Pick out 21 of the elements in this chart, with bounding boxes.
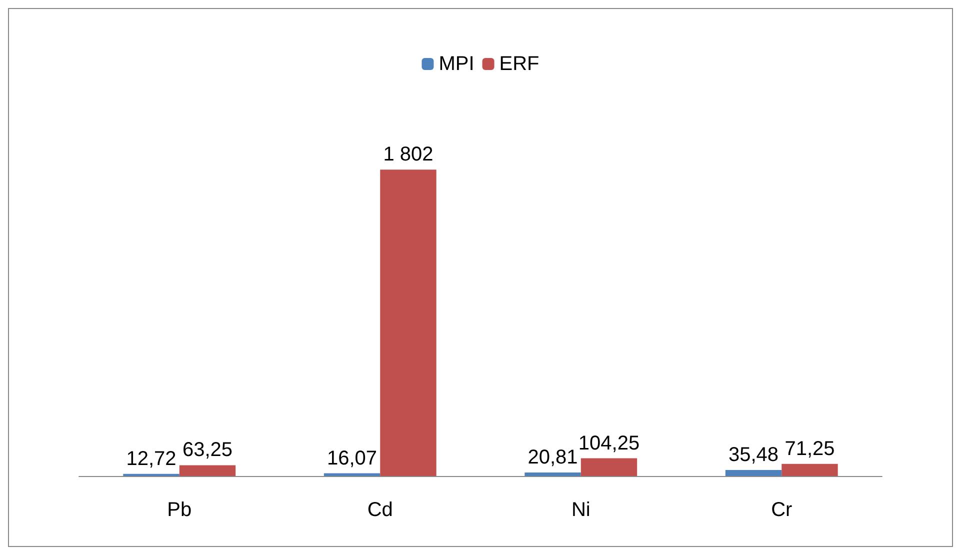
bar (179, 465, 236, 476)
data-label: 63,25 (182, 439, 233, 462)
x-tick-label: Pb (167, 499, 192, 521)
bar (725, 470, 782, 476)
x-tick-label: Cr (771, 499, 793, 521)
x-tick-label: Ni (571, 499, 590, 521)
x-tick-label: Cd (367, 499, 393, 521)
bar (524, 472, 581, 476)
data-label: 35,48 (728, 444, 779, 466)
bar (580, 458, 638, 476)
bar (380, 170, 436, 476)
data-label: 104,25 (578, 432, 640, 454)
bar (782, 464, 838, 476)
legend-label: MPI (438, 53, 474, 75)
data-label: 1 802 (383, 144, 434, 166)
bar (324, 473, 380, 476)
data-label: 20,81 (528, 446, 578, 468)
data-label: 12,72 (126, 448, 176, 470)
data-label: 71,25 (784, 438, 835, 460)
legend-label: ERF (499, 53, 540, 75)
data-label: 16,07 (326, 447, 378, 470)
